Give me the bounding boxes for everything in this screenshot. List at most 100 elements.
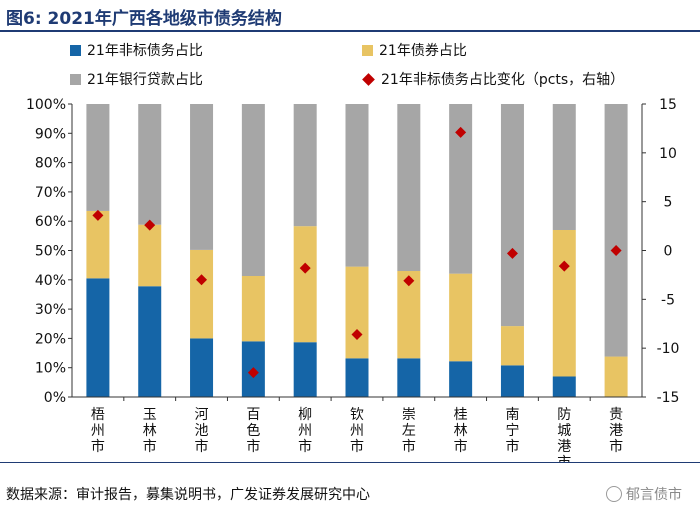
change-marker [92, 209, 104, 221]
x-tick-label: 柳州市 [298, 406, 312, 455]
x-tick-label-char: 市 [246, 438, 260, 455]
x-tick-label-char: 州 [91, 423, 105, 439]
legend-label-change: 21年非标债务占比变化（pcts，右轴） [381, 72, 625, 88]
legend-item-nonstd: 21年非标债务占比 [70, 40, 203, 60]
source-note: 数据来源：审计报告，募集说明书，广发证券发展研究中心 [6, 487, 370, 503]
legend-swatch-nonstd [70, 44, 81, 56]
change-marker [403, 275, 415, 287]
y-tick-label-right: 10 [659, 146, 677, 162]
legend-item-loan: 21年银行贷款占比 [70, 69, 203, 89]
bar-nonstd [500, 365, 524, 397]
x-tick-label: 河池市 [195, 407, 209, 455]
y-tick-label-left: 40% [35, 273, 66, 289]
bar-loan [552, 104, 576, 230]
bar-nonstd [190, 338, 214, 397]
x-tick-label-char: 州 [298, 423, 312, 439]
chart-plot: 0% 10% 20% 30% 40% 50% 60% 70% 80% 90% 100% -15 -10 -… [26, 97, 680, 462]
y-tick-label-left: 80% [35, 156, 66, 172]
y-tick-label-right: -10 [657, 341, 680, 357]
x-tick-label: 南宁市 [505, 407, 519, 455]
bar-loan [345, 104, 369, 267]
bar-bond [86, 210, 110, 279]
legend-swatch-loan [70, 73, 81, 85]
x-tick-label: 崇左市 [402, 407, 416, 455]
watermark: 郁言债市 [606, 484, 682, 504]
watermark-label: 郁言债市 [626, 487, 682, 503]
bar-bond [138, 224, 162, 287]
y-tick-label-right: -15 [657, 390, 680, 406]
bar-loan [190, 104, 214, 250]
x-tick-label-char: 市 [298, 438, 312, 455]
bar-loan [86, 104, 110, 211]
x-tick-label-char: 色 [246, 422, 260, 439]
x-tick-label: 贵港市 [609, 407, 623, 455]
y-tick-label-left: 0% [44, 390, 66, 406]
x-tick-label-char: 市 [350, 438, 364, 455]
x-tick-label-char: 钦 [350, 407, 364, 423]
legend-item-bond: 21年债券占比 [362, 40, 467, 60]
bar-bond [449, 273, 473, 362]
bar-bond [293, 226, 317, 343]
bar-bond [241, 275, 265, 342]
x-tick-label-char: 港 [557, 439, 571, 455]
change-marker [506, 247, 518, 259]
x-tick-label-char: 市 [195, 438, 209, 455]
x-tick-label-char: 梧 [91, 407, 105, 423]
legend-item-change: 21年非标债务占比变化（pcts，右轴） [362, 69, 624, 89]
change-marker [196, 274, 208, 286]
x-tick-label-char: 市 [402, 438, 416, 455]
x-tick-label-char: 宁 [505, 422, 519, 439]
bar-nonstd [397, 358, 421, 397]
x-tick-label-char: 百 [246, 407, 260, 423]
y-tick-label-right: 15 [659, 97, 677, 113]
bar-nonstd [86, 278, 110, 397]
y-tick-label-left: 70% [35, 185, 66, 201]
x-tick-label: 钦州市 [350, 407, 364, 455]
x-tick-label-char: 市 [143, 438, 157, 455]
x-tick-label-char: 贵 [609, 407, 623, 423]
change-marker [247, 367, 259, 379]
x-tick-label-char: 南 [505, 407, 519, 423]
x-tick-label-char: 港 [609, 423, 623, 439]
bar-bond [190, 249, 214, 339]
x-tick-label-char: 崇 [402, 407, 416, 423]
bar-bond [604, 356, 628, 397]
legend-label-loan: 21年银行贷款占比 [87, 72, 203, 88]
change-marker [558, 260, 570, 272]
x-tick-label-char: 市 [505, 438, 519, 455]
legend-label-nonstd: 21年非标债务占比 [87, 43, 203, 59]
bar-bond [552, 229, 576, 377]
x-tick-label-char: 市 [557, 454, 571, 462]
x-tick-label-char: 市 [91, 438, 105, 455]
bar-bond [397, 271, 421, 359]
bar-nonstd [293, 342, 317, 397]
bar-loan [604, 104, 628, 357]
bar-loan [500, 104, 524, 327]
y-tick-label-right: -5 [661, 292, 675, 308]
x-tick-label: 梧州市 [91, 407, 105, 455]
change-marker [610, 245, 622, 256]
change-marker [455, 126, 467, 138]
legend-label-bond: 21年债券占比 [379, 43, 467, 59]
bar-nonstd [345, 358, 369, 397]
y-tick-label-right: 0 [664, 244, 673, 260]
x-tick-label-char: 市 [454, 438, 468, 455]
x-tick-label: 百色市 [246, 407, 260, 455]
x-tick-label: 玉林市 [143, 407, 157, 455]
y-tick-label-left: 10% [35, 361, 66, 377]
legend-swatch-bond [362, 44, 373, 56]
x-tick-label-char: 左 [402, 423, 416, 439]
change-marker [351, 328, 363, 340]
chart-title: 图6: 2021年广西各地级市债务结构 [6, 9, 282, 29]
bar-bond [500, 326, 524, 366]
x-tick-label-char: 防 [557, 407, 571, 423]
x-tick-label-char: 城 [557, 423, 571, 439]
bar-nonstd [449, 361, 473, 397]
x-tick-label-char: 林 [143, 423, 157, 439]
y-tick-label-left: 20% [35, 331, 66, 347]
y-tick-label-right: 5 [664, 195, 673, 211]
x-tick-label-char: 玉 [143, 407, 157, 423]
wechat-icon [606, 486, 622, 502]
x-tick-label: 防城港市 [557, 407, 571, 462]
y-tick-label-left: 30% [35, 302, 66, 318]
